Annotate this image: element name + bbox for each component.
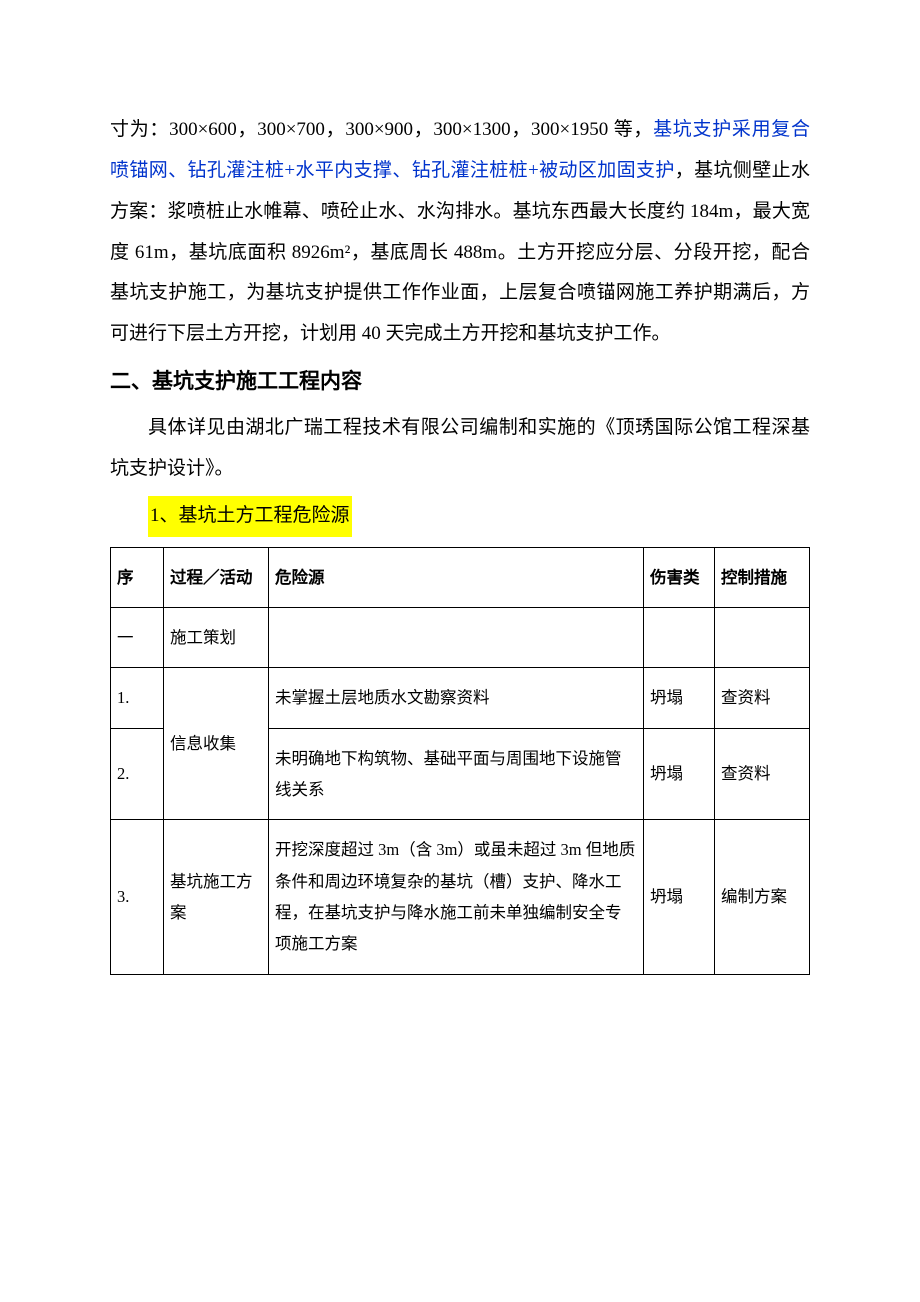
cell-activity: 基坑施工方案 (164, 820, 269, 974)
cell-seq: 2. (111, 728, 164, 820)
paragraph-1: 寸为：300×600，300×700，300×900，300×1300，300×… (110, 110, 810, 355)
col-hazard: 危险源 (269, 547, 644, 607)
cell-control: 编制方案 (715, 820, 810, 974)
cell-activity: 信息收集 (164, 668, 269, 820)
cell-hazard (269, 608, 644, 668)
cell-activity: 施工策划 (164, 608, 269, 668)
cell-hazard: 未掌握土层地质水文勘察资料 (269, 668, 644, 728)
cell-harm (644, 608, 715, 668)
cell-hazard: 开挖深度超过 3m（含 3m）或虽未超过 3m 但地质条件和周边环境复杂的基坑（… (269, 820, 644, 974)
para1-text-b: ，基坑侧壁止水方案：浆喷桩止水帷幕、喷砼止水、水沟排水。基坑东西最大长度约 18… (110, 160, 810, 344)
table-row: 一 施工策划 (111, 608, 810, 668)
table-row: 3. 基坑施工方案 开挖深度超过 3m（含 3m）或虽未超过 3m 但地质条件和… (111, 820, 810, 974)
section-heading-2: 二、基坑支护施工工程内容 (110, 359, 810, 404)
subheading-1: 1、基坑土方工程危险源 (148, 496, 352, 537)
document-page: 寸为：300×600，300×700，300×900，300×1300，300×… (0, 0, 920, 1035)
cell-seq: 1. (111, 668, 164, 728)
col-seq: 序 (111, 547, 164, 607)
table-body: 一 施工策划 1. 信息收集 未掌握土层地质水文勘察资料 坍塌 查资料 2. 未… (111, 608, 810, 975)
paragraph-2: 具体详见由湖北广瑞工程技术有限公司编制和实施的《顶琇国际公馆工程深基坑支护设计》… (110, 408, 810, 490)
cell-harm: 坍塌 (644, 668, 715, 728)
col-activity: 过程／活动 (164, 547, 269, 607)
cell-hazard: 未明确地下构筑物、基础平面与周围地下设施管线关系 (269, 728, 644, 820)
cell-seq: 3. (111, 820, 164, 974)
cell-control: 查资料 (715, 728, 810, 820)
cell-seq: 一 (111, 608, 164, 668)
cell-harm: 坍塌 (644, 820, 715, 974)
col-harm: 伤害类 (644, 547, 715, 607)
col-control: 控制措施 (715, 547, 810, 607)
cell-harm: 坍塌 (644, 728, 715, 820)
table-row: 1. 信息收集 未掌握土层地质水文勘察资料 坍塌 查资料 (111, 668, 810, 728)
para1-text-a: 寸为：300×600，300×700，300×900，300×1300，300×… (110, 119, 653, 140)
cell-control: 查资料 (715, 668, 810, 728)
table-header-row: 序 过程／活动 危险源 伤害类 控制措施 (111, 547, 810, 607)
cell-control (715, 608, 810, 668)
hazard-table: 序 过程／活动 危险源 伤害类 控制措施 一 施工策划 1. 信息收集 未掌握土… (110, 547, 810, 975)
